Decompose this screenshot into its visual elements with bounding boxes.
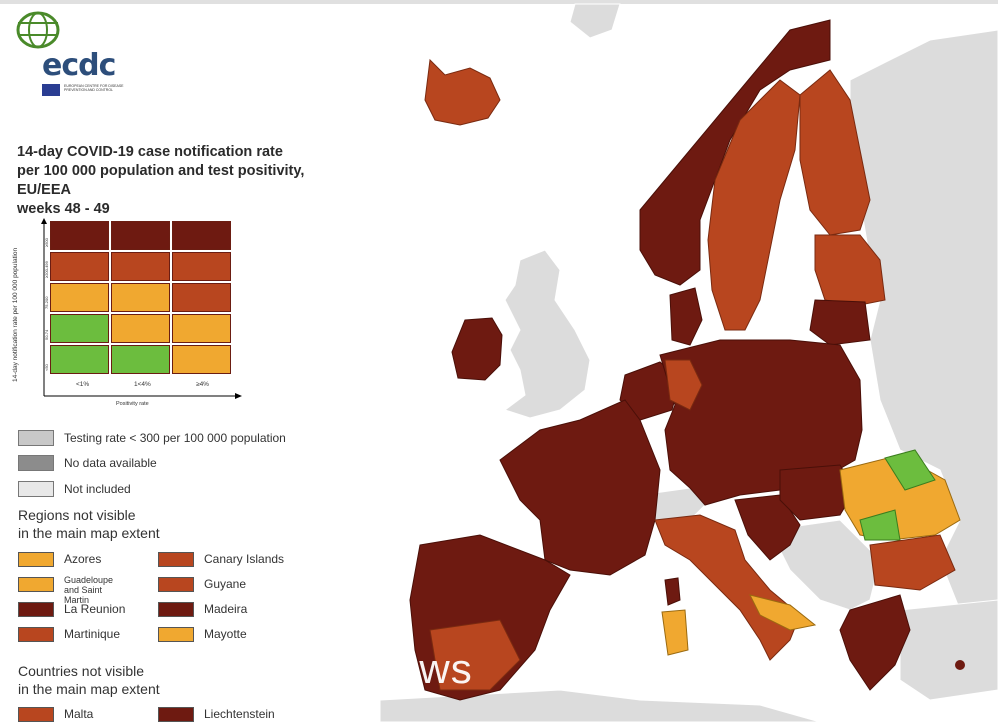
map-region-baltics	[814, 234, 886, 306]
legend-swatch	[18, 430, 54, 446]
matrix-cell	[111, 221, 170, 250]
map-region-finland	[799, 69, 871, 236]
map-region-nl-highlight	[664, 359, 703, 411]
legend-swatch	[18, 455, 54, 471]
matrix-y-tick: ≥500	[44, 238, 49, 247]
matrix-y-tick: <50	[44, 364, 49, 371]
map-region-lithuania	[809, 299, 871, 346]
matrix-x-tick: ≥4%	[196, 381, 209, 388]
matrix-cell	[50, 314, 109, 343]
map-region-benelux	[619, 361, 681, 421]
risk-matrix	[50, 221, 235, 378]
legend-label: Testing rate < 300 per 100 000 populatio…	[64, 431, 286, 445]
region-swatch	[158, 552, 194, 567]
region-swatch	[18, 552, 54, 567]
map-title: 14-day COVID-19 case notification rate p…	[17, 143, 340, 219]
matrix-y-tick: ≥200-499	[44, 261, 49, 278]
region-label: Guadeloupe and Saint Martin	[64, 575, 114, 605]
region-swatch	[18, 627, 54, 642]
region-label: Guyane	[204, 577, 247, 591]
map-region-north-africa	[379, 689, 821, 722]
region-label: Martinique	[64, 627, 121, 641]
matrix-x-tick: 1<4%	[134, 381, 151, 388]
matrix-cell	[50, 345, 109, 374]
matrix-cell	[111, 283, 170, 312]
matrix-cell	[111, 314, 170, 343]
matrix-axes	[41, 218, 242, 399]
map-region-spain-south	[429, 619, 521, 691]
ecdc-logo: ecdc EUROPEAN CENTRE FOR DISEASE PREVENT…	[14, 8, 134, 100]
regions-heading: Regions not visible in the main map exte…	[18, 507, 160, 541]
legend-panel: ecdc EUROPEAN CENTRE FOR DISEASE PREVENT…	[0, 0, 340, 722]
matrix-cell	[50, 221, 109, 250]
map-region-denmark	[669, 287, 703, 346]
region-swatch	[158, 602, 194, 617]
matrix-cell	[172, 283, 231, 312]
region-swatch	[158, 627, 194, 642]
region-label: La Reunion	[64, 602, 126, 616]
matrix-cell	[111, 345, 170, 374]
matrix-x-tick: <1%	[76, 381, 90, 388]
title-line-2: per 100 000 population and test positivi…	[17, 163, 305, 198]
map-region-france	[499, 399, 661, 576]
matrix-cell	[50, 283, 109, 312]
region-swatch	[18, 577, 54, 592]
country-swatch	[158, 707, 194, 722]
countries-heading: Countries not visible in the main map ex…	[18, 663, 160, 697]
map-region-italy	[654, 514, 801, 661]
legend-label: No data available	[64, 456, 157, 470]
map-region-romania-green-2	[859, 509, 901, 541]
region-label: Azores	[64, 552, 102, 566]
map-region-corsica	[664, 577, 681, 606]
region-label: Canary Islands	[204, 552, 285, 566]
legend-label: Not included	[64, 482, 131, 496]
map-region-greenland	[569, 3, 621, 39]
matrix-cell	[172, 252, 231, 281]
map-region-romania-green-1	[884, 449, 936, 491]
map-region-italy-south	[749, 594, 817, 631]
map-region-uk	[503, 249, 591, 419]
map-region-hungary	[779, 464, 856, 521]
title-line-1: 14-day COVID-19 case notification rate	[17, 144, 283, 160]
country-label: Liechtenstein	[204, 707, 275, 721]
watermark: ews	[395, 645, 473, 692]
title-line-3: weeks 48 - 49	[17, 201, 110, 217]
eu-flag-icon	[42, 84, 60, 96]
matrix-cell	[172, 221, 231, 250]
matrix-cell	[111, 252, 170, 281]
matrix-y-tick: 75-200	[44, 296, 49, 309]
country-label: Malta	[64, 707, 94, 721]
map-region-balkans	[769, 519, 881, 611]
globe-icon	[16, 11, 60, 49]
matrix-y-axis-label: 14-day notification rate per 100 000 pop…	[12, 247, 19, 382]
map-region-bulgaria	[869, 534, 956, 591]
logo-text: ecdc	[42, 48, 116, 83]
region-swatch	[18, 602, 54, 617]
map-region-ireland	[451, 317, 503, 381]
matrix-y-tick: 50-74	[44, 329, 49, 340]
matrix-cell	[172, 314, 231, 343]
country-swatch	[18, 707, 54, 722]
matrix-x-axis-label: Positivity rate	[116, 401, 149, 407]
map-region-iceland	[424, 58, 501, 126]
map-region-sardinia	[661, 609, 689, 656]
matrix-cell	[172, 345, 231, 374]
matrix-cell	[50, 252, 109, 281]
map-region-sweden	[707, 79, 801, 331]
region-label: Madeira	[204, 602, 248, 616]
map-region-turkey	[899, 599, 998, 701]
region-swatch	[158, 577, 194, 592]
region-label: Mayotte	[204, 627, 247, 641]
legend-swatch	[18, 481, 54, 497]
organization-subtitle: EUROPEAN CENTRE FOR DISEASE PREVENTION A…	[64, 84, 124, 92]
map-region-greece	[839, 594, 911, 691]
